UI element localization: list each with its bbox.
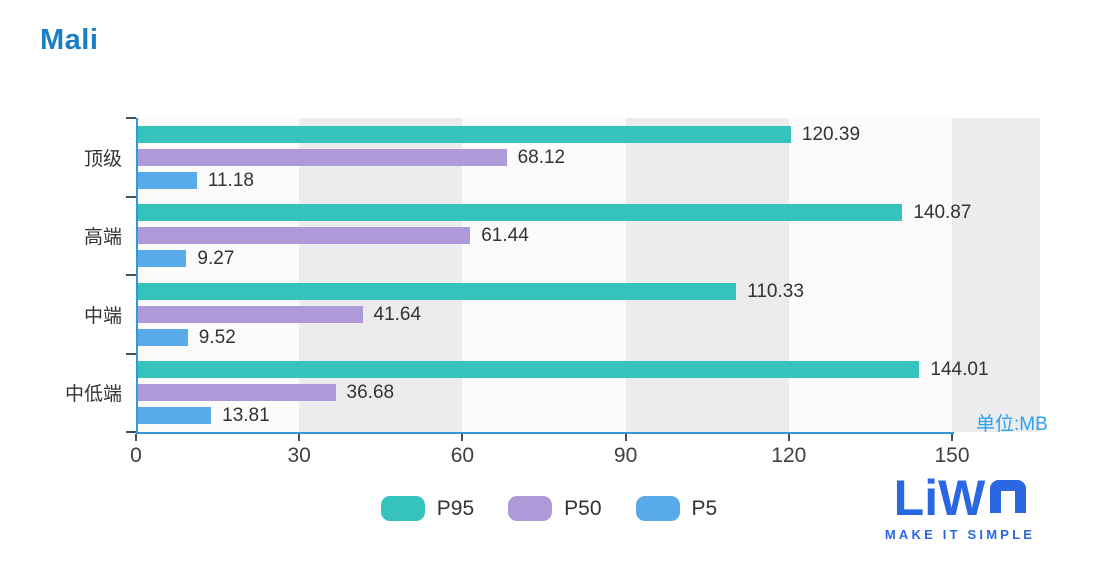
bar-value-label: 41.64 xyxy=(373,303,422,325)
bar-row: 9.52 xyxy=(136,326,1040,348)
y-axis-tick xyxy=(126,274,136,276)
legend-item-p95[interactable]: P95 xyxy=(380,496,475,521)
plot-area: 120.39 68.12 11.18 140.87 61.44 9.27 110.33 41.… xyxy=(136,118,1041,433)
bar-p95 xyxy=(136,282,737,300)
bar-value-label: 9.52 xyxy=(198,326,236,348)
legend-item-p50[interactable]: P50 xyxy=(508,496,602,521)
bar-row: 120.39 xyxy=(136,123,1040,145)
bar-value-label: 36.68 xyxy=(346,382,395,404)
bar-value-label: 140.87 xyxy=(913,202,972,224)
bar-row: 13.81 xyxy=(136,405,1040,427)
x-axis-tick xyxy=(787,434,790,441)
bar-row: 36.68 xyxy=(136,382,1040,404)
bar-p95 xyxy=(136,361,920,379)
logo-letter-a-shape xyxy=(990,480,1027,513)
bar-group-2: 140.87 61.44 9.27 xyxy=(136,197,1040,276)
x-axis-tick xyxy=(135,434,137,441)
x-axis-line xyxy=(136,432,954,434)
bar-value-label: 61.44 xyxy=(481,225,529,247)
bar-p5 xyxy=(136,328,188,346)
legend-swatch xyxy=(635,496,680,521)
y-axis-tick xyxy=(126,195,136,198)
bar-group-3: 110.33 41.64 9.52 xyxy=(136,275,1040,354)
category-label: 中端 xyxy=(83,305,122,327)
bar-row: 11.18 xyxy=(136,169,1040,191)
x-axis-tick-label: 30 xyxy=(287,444,311,467)
bar-row: 110.33 xyxy=(136,280,1040,302)
legend-label: P95 xyxy=(436,496,475,520)
y-axis-tick xyxy=(126,431,136,433)
bar-row: 140.87 xyxy=(136,202,1040,224)
bar-row: 144.01 xyxy=(136,359,1040,381)
axis-unit-label: 单位:MB xyxy=(976,414,1048,435)
x-axis-tick-label: 90 xyxy=(613,444,638,467)
x-axis-tick xyxy=(951,434,953,441)
bar-row: 9.27 xyxy=(136,248,1040,270)
bar-group-4: 144.01 36.68 13.81 xyxy=(136,354,1040,433)
bar-value-label: 144.01 xyxy=(930,359,989,381)
legend-swatch xyxy=(508,496,553,521)
bar-value-label: 120.39 xyxy=(801,123,861,145)
x-axis-tick xyxy=(461,434,464,441)
bar-row: 68.12 xyxy=(136,146,1040,168)
page-title: Mali xyxy=(40,24,99,56)
bar-row: 61.44 xyxy=(136,225,1040,247)
bar-p5 xyxy=(136,250,187,268)
legend-swatch xyxy=(380,496,425,521)
legend-label: P50 xyxy=(564,496,602,520)
bar-value-label: 13.81 xyxy=(222,405,270,427)
y-axis-tick xyxy=(126,117,136,119)
bar-row: 41.64 xyxy=(136,303,1040,325)
x-axis-tick-label: 0 xyxy=(130,444,142,467)
bar-p5 xyxy=(136,171,197,189)
background-band xyxy=(625,118,789,432)
background-band xyxy=(299,118,463,432)
bar-value-label: 9.27 xyxy=(197,248,235,270)
y-axis-line xyxy=(136,118,138,434)
bar-value-label: 68.12 xyxy=(517,146,566,168)
bar-p50 xyxy=(136,305,363,323)
legend: P95 P50 P5 xyxy=(0,496,1098,521)
logo-text-prefix: LiW xyxy=(893,470,986,526)
brand-logo: LiW MAKE IT SIMPLE xyxy=(870,472,1050,542)
category-label: 中低端 xyxy=(64,384,122,406)
background-band xyxy=(952,118,1041,432)
bar-p50 xyxy=(136,148,507,166)
bar-p50 xyxy=(136,227,471,245)
bar-p95 xyxy=(136,204,903,222)
bar-p50 xyxy=(136,384,336,402)
x-axis-tick-label: 150 xyxy=(934,444,970,467)
bar-p95 xyxy=(136,125,791,143)
logo-tagline: MAKE IT SIMPLE xyxy=(884,527,1036,542)
legend-label: P5 xyxy=(691,496,718,520)
bar-value-label: 11.18 xyxy=(207,169,254,191)
bar-group-1: 120.39 68.12 11.18 xyxy=(136,118,1040,197)
x-axis-tick-label: 60 xyxy=(450,444,475,467)
logo-wordmark: LiW xyxy=(870,472,1050,524)
x-axis-tick xyxy=(624,434,627,441)
category-label: 高端 xyxy=(83,227,122,249)
x-axis-tick-label: 120 xyxy=(771,444,807,467)
bar-p5 xyxy=(136,407,212,425)
x-axis-tick xyxy=(298,434,301,441)
category-label: 顶级 xyxy=(83,148,122,170)
legend-item-p5[interactable]: P5 xyxy=(635,496,718,521)
y-axis-tick xyxy=(126,352,136,355)
bar-value-label: 110.33 xyxy=(747,280,804,302)
